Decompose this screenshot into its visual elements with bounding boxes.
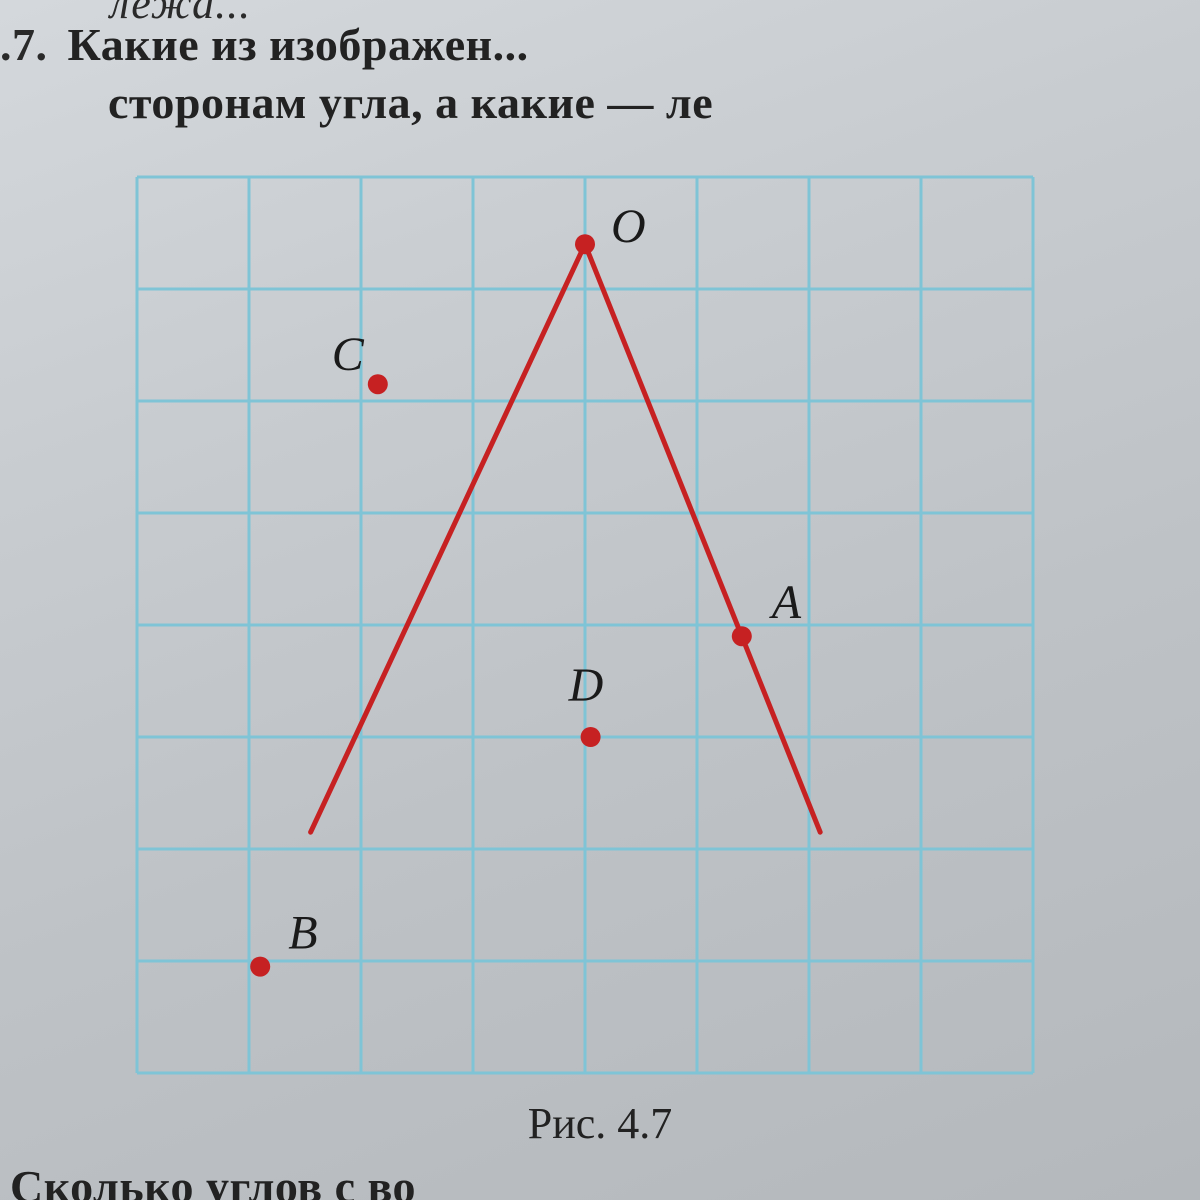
point-label-A: A xyxy=(769,576,802,629)
text-line-1: .7. Какие из изображен... xyxy=(0,18,1200,71)
figure-svg: O C A D B xyxy=(120,160,1050,1090)
text-line-2: сторонам угла, а какие — ле xyxy=(108,76,1200,129)
points: O C A D B xyxy=(250,200,802,976)
point-O xyxy=(575,234,595,254)
text-line-1-rest: Какие из изображен... xyxy=(68,19,529,70)
point-label-C: C xyxy=(332,328,365,381)
grid xyxy=(137,177,1033,1073)
problem-number: .7. xyxy=(0,19,48,70)
point-label-D: D xyxy=(568,659,604,712)
angle-ray-right xyxy=(585,244,820,832)
point-D xyxy=(581,727,601,747)
point-label-B: B xyxy=(288,907,317,960)
point-label-O: O xyxy=(611,200,646,253)
point-A xyxy=(732,626,752,646)
text-fragment-bottom: Сколько углов с во xyxy=(10,1160,416,1200)
figure-caption: Рис. 4.7 xyxy=(0,1098,1200,1149)
problem-text: лежа... .7. Какие из изображен... сторон… xyxy=(0,0,1200,2)
point-C xyxy=(368,374,388,394)
page-root: лежа... .7. Какие из изображен... сторон… xyxy=(0,0,1200,1200)
point-B xyxy=(250,957,270,977)
angle xyxy=(311,244,821,832)
figure-container: O C A D B xyxy=(120,160,1050,1090)
